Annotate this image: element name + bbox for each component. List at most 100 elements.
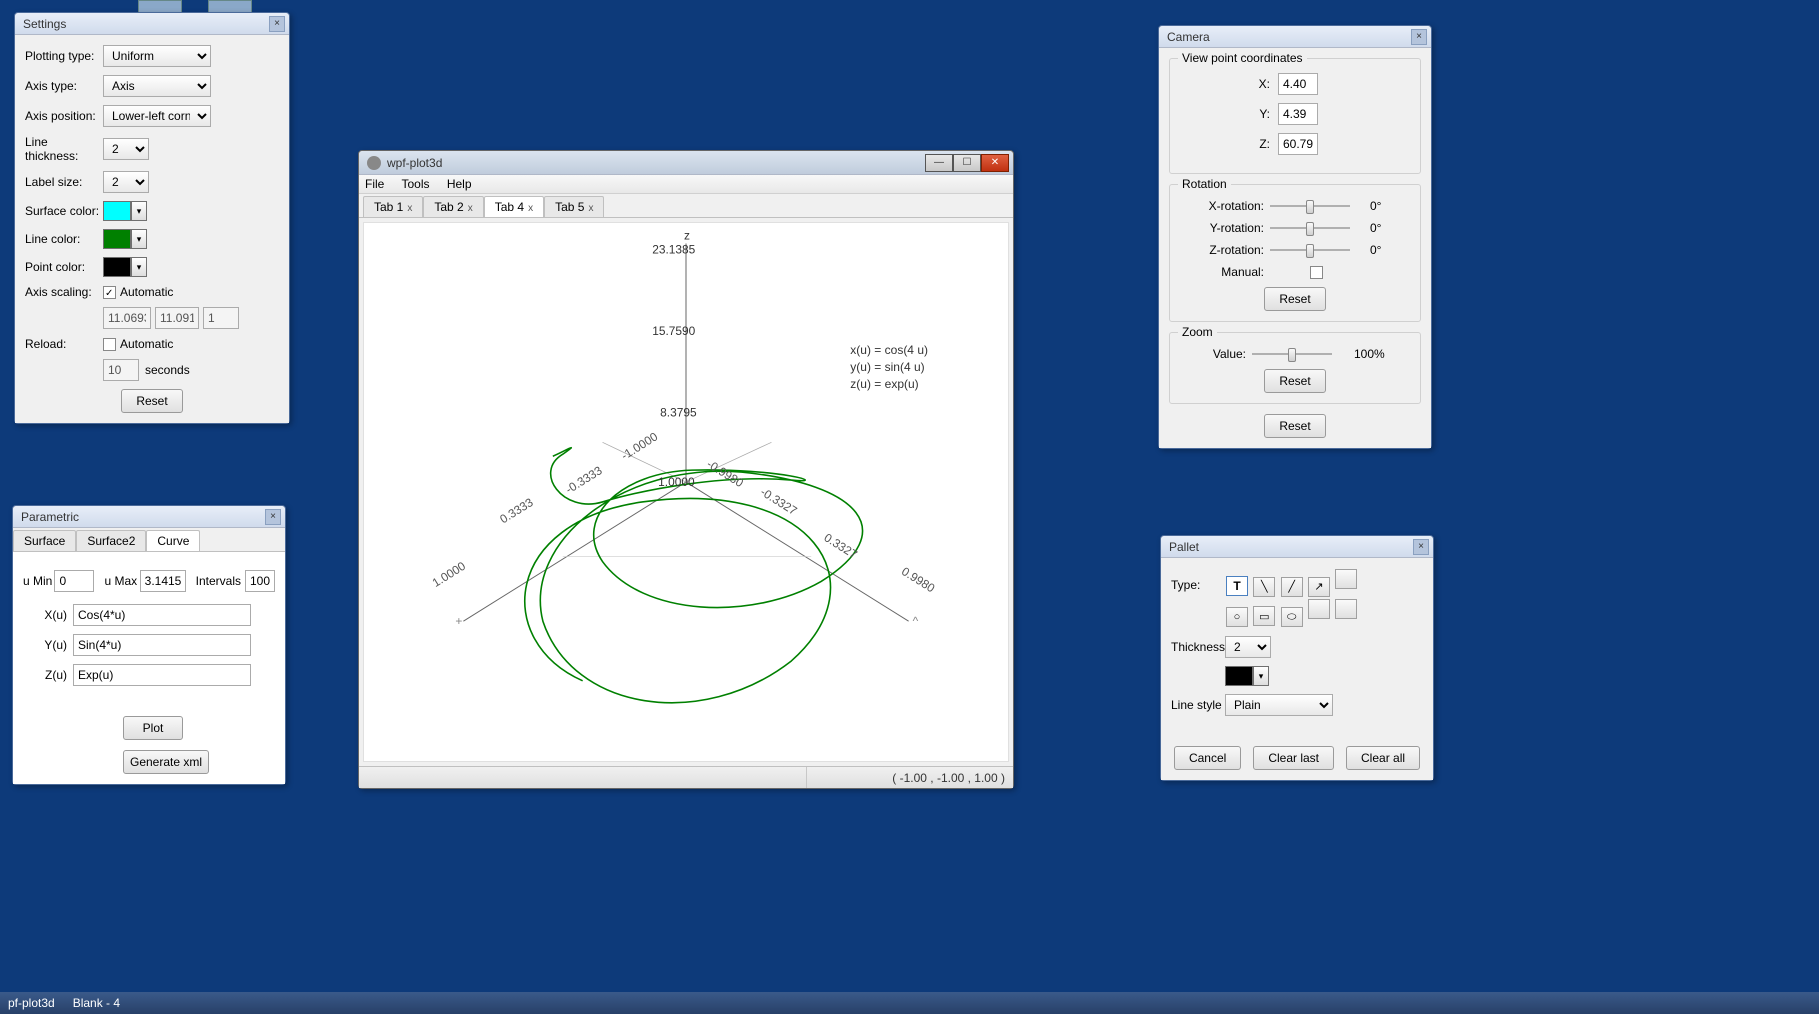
surface-color-chip[interactable]: [103, 201, 131, 221]
scale-y-input: [155, 307, 199, 329]
pallet-titlebar[interactable]: Pallet ×: [1161, 536, 1433, 558]
close-icon[interactable]: x: [407, 203, 412, 214]
intervals-input[interactable]: [245, 570, 275, 592]
line-style-select[interactable]: Plain: [1225, 694, 1333, 716]
manual-checkbox[interactable]: [1310, 266, 1323, 279]
svg-text:15.7590: 15.7590: [652, 324, 695, 338]
tool-blank1-icon[interactable]: [1335, 569, 1357, 589]
taskbar-item[interactable]: pf-plot3d: [8, 996, 55, 1010]
settings-reset-button[interactable]: Reset: [121, 389, 182, 413]
pallet-window: Pallet × Type: T ╲ ╱ ↗ ○ ▭ ⬭: [1160, 535, 1434, 781]
cam-x-input[interactable]: [1278, 73, 1318, 95]
close-icon[interactable]: x: [528, 203, 533, 214]
close-icon[interactable]: ×: [1411, 29, 1427, 45]
line-thickness-select[interactable]: 2: [103, 138, 149, 160]
settings-titlebar[interactable]: Settings ×: [15, 13, 289, 35]
tool-blank3-icon[interactable]: [1335, 599, 1357, 619]
yrot-slider[interactable]: [1270, 221, 1350, 235]
generate-xml-button[interactable]: Generate xml: [123, 750, 209, 774]
tool-text-icon[interactable]: T: [1226, 576, 1248, 596]
line-color-chip[interactable]: [103, 229, 131, 249]
plot-tab-2[interactable]: Tab 2x: [423, 196, 483, 217]
cam-y-input[interactable]: [1278, 103, 1318, 125]
svg-text:0.3327: 0.3327: [822, 530, 861, 561]
minimize-button[interactable]: —: [925, 154, 953, 172]
zoom-value: 100%: [1354, 347, 1385, 361]
parametric-tab-curve[interactable]: Curve: [146, 530, 200, 551]
plot-button[interactable]: Plot: [123, 716, 183, 740]
svg-text:0.3333: 0.3333: [497, 495, 536, 526]
zoom-slider[interactable]: [1252, 347, 1332, 361]
zoom-group: Zoom Value:100% Reset: [1169, 332, 1421, 404]
tool-line2-icon[interactable]: ╱: [1281, 577, 1303, 597]
zu-input[interactable]: [73, 664, 251, 686]
tool-line1-icon[interactable]: ╲: [1253, 577, 1275, 597]
close-icon[interactable]: ×: [265, 509, 281, 525]
chevron-down-icon[interactable]: ▾: [131, 201, 147, 221]
menu-help[interactable]: Help: [447, 177, 472, 191]
plotting-type-select[interactable]: Uniform: [103, 45, 211, 67]
rotation-reset-button[interactable]: Reset: [1264, 287, 1325, 311]
tool-ellipse-icon[interactable]: ⬭: [1281, 607, 1303, 627]
xu-input[interactable]: [73, 604, 251, 626]
xrot-slider[interactable]: [1270, 199, 1350, 213]
umax-input[interactable]: [140, 570, 186, 592]
svg-text:^: ^: [913, 614, 919, 628]
camera-reset-button[interactable]: Reset: [1264, 414, 1325, 438]
svg-text:8.3795: 8.3795: [660, 405, 697, 419]
zrot-value: 0°: [1370, 243, 1381, 257]
menubar: File Tools Help: [359, 175, 1013, 194]
axis-type-select[interactable]: Axis: [103, 75, 211, 97]
label-size-select[interactable]: 2: [103, 171, 149, 193]
plot-canvas[interactable]: z 23.1385 15.7590 8.3795 1.0000 0.3333 1…: [363, 222, 1009, 762]
plot-tab-5[interactable]: Tab 5x: [544, 196, 604, 217]
pallet-clear-all-button[interactable]: Clear all: [1346, 746, 1420, 770]
tool-arrow-icon[interactable]: ↗: [1308, 577, 1330, 597]
intervals-label: Intervals: [196, 574, 241, 588]
tool-blank2-icon[interactable]: [1308, 599, 1330, 619]
menu-tools[interactable]: Tools: [401, 177, 429, 191]
settings-window: Settings × Plotting type: Uniform Axis t…: [14, 12, 290, 424]
menu-file[interactable]: File: [365, 177, 384, 191]
chevron-down-icon[interactable]: ▾: [131, 229, 147, 249]
statusbar: ( -1.00 , -1.00 , 1.00 ): [359, 766, 1013, 788]
pallet-color-chip[interactable]: [1225, 666, 1253, 686]
close-icon[interactable]: x: [588, 203, 593, 214]
taskbar[interactable]: pf-plot3d Blank - 4: [0, 992, 1819, 1014]
reload-checkbox[interactable]: [103, 338, 116, 351]
parametric-titlebar[interactable]: Parametric ×: [13, 506, 285, 528]
camera-title: Camera: [1167, 30, 1411, 44]
close-icon[interactable]: x: [468, 203, 473, 214]
maximize-button[interactable]: ☐: [953, 154, 981, 172]
yu-input[interactable]: [73, 634, 251, 656]
axis-position-select[interactable]: Lower-left corner: [103, 105, 211, 127]
pallet-clear-last-button[interactable]: Clear last: [1253, 746, 1334, 770]
xrot-value: 0°: [1370, 199, 1381, 213]
parametric-tab-surface2[interactable]: Surface2: [76, 530, 146, 551]
plot-tab-4[interactable]: Tab 4x: [484, 196, 544, 217]
svg-text:z: z: [684, 229, 690, 243]
umin-input[interactable]: [54, 570, 94, 592]
parametric-tab-surface[interactable]: Surface: [13, 530, 76, 551]
cam-z-input[interactable]: [1278, 133, 1318, 155]
tool-rect-icon[interactable]: ▭: [1253, 606, 1275, 626]
plot-tab-1[interactable]: Tab 1x: [363, 196, 423, 217]
zrot-slider[interactable]: [1270, 243, 1350, 257]
axis-scaling-checkbox[interactable]: [103, 286, 116, 299]
svg-text:-1.0000: -1.0000: [619, 429, 661, 462]
taskbar-item[interactable]: Blank - 4: [73, 996, 120, 1010]
zoom-value-label: Value:: [1180, 347, 1246, 361]
close-button[interactable]: ✕: [981, 154, 1009, 172]
thickness-select[interactable]: 2: [1225, 636, 1271, 658]
chevron-down-icon[interactable]: ▾: [131, 257, 147, 277]
tool-circle-icon[interactable]: ○: [1226, 607, 1248, 627]
camera-titlebar[interactable]: Camera ×: [1159, 26, 1431, 48]
close-icon[interactable]: ×: [269, 16, 285, 32]
svg-text:0.9980: 0.9980: [899, 564, 938, 595]
main-titlebar[interactable]: wpf-plot3d — ☐ ✕: [359, 151, 1013, 175]
point-color-chip[interactable]: [103, 257, 131, 277]
close-icon[interactable]: ×: [1413, 539, 1429, 555]
chevron-down-icon[interactable]: ▾: [1253, 666, 1269, 686]
zoom-reset-button[interactable]: Reset: [1264, 369, 1325, 393]
pallet-cancel-button[interactable]: Cancel: [1174, 746, 1241, 770]
